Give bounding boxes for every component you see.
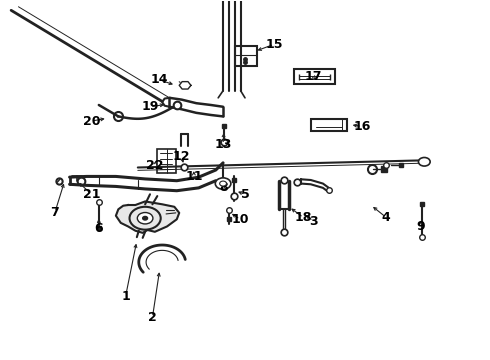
Text: 21: 21 <box>83 188 100 201</box>
Polygon shape <box>179 82 191 89</box>
Circle shape <box>418 157 430 166</box>
Text: 17: 17 <box>304 70 322 83</box>
Text: 1: 1 <box>121 289 130 303</box>
Text: 9: 9 <box>416 220 425 233</box>
Text: 7: 7 <box>50 206 59 219</box>
Text: 22: 22 <box>146 159 164 172</box>
Text: 14: 14 <box>151 73 169 86</box>
Text: 2: 2 <box>148 311 157 324</box>
Text: 20: 20 <box>83 114 100 127</box>
Circle shape <box>143 216 147 220</box>
Text: 18: 18 <box>295 211 312 224</box>
Bar <box>157 149 176 173</box>
Text: 10: 10 <box>231 213 249 226</box>
Text: 5: 5 <box>241 188 249 201</box>
Text: 16: 16 <box>353 120 370 133</box>
Circle shape <box>137 212 153 224</box>
Bar <box>235 46 257 66</box>
Text: 15: 15 <box>266 38 283 51</box>
Bar <box>311 119 347 131</box>
Circle shape <box>220 181 226 186</box>
Circle shape <box>129 207 161 230</box>
Text: 3: 3 <box>309 215 318 228</box>
Text: 13: 13 <box>215 138 232 151</box>
Polygon shape <box>116 202 179 233</box>
Text: 6: 6 <box>95 222 103 235</box>
Text: 4: 4 <box>382 211 391 224</box>
Text: 11: 11 <box>185 170 202 183</box>
Circle shape <box>215 178 231 189</box>
Text: 12: 12 <box>173 150 191 163</box>
Text: 19: 19 <box>141 100 159 113</box>
Text: 8: 8 <box>219 181 227 194</box>
Bar <box>294 68 335 84</box>
